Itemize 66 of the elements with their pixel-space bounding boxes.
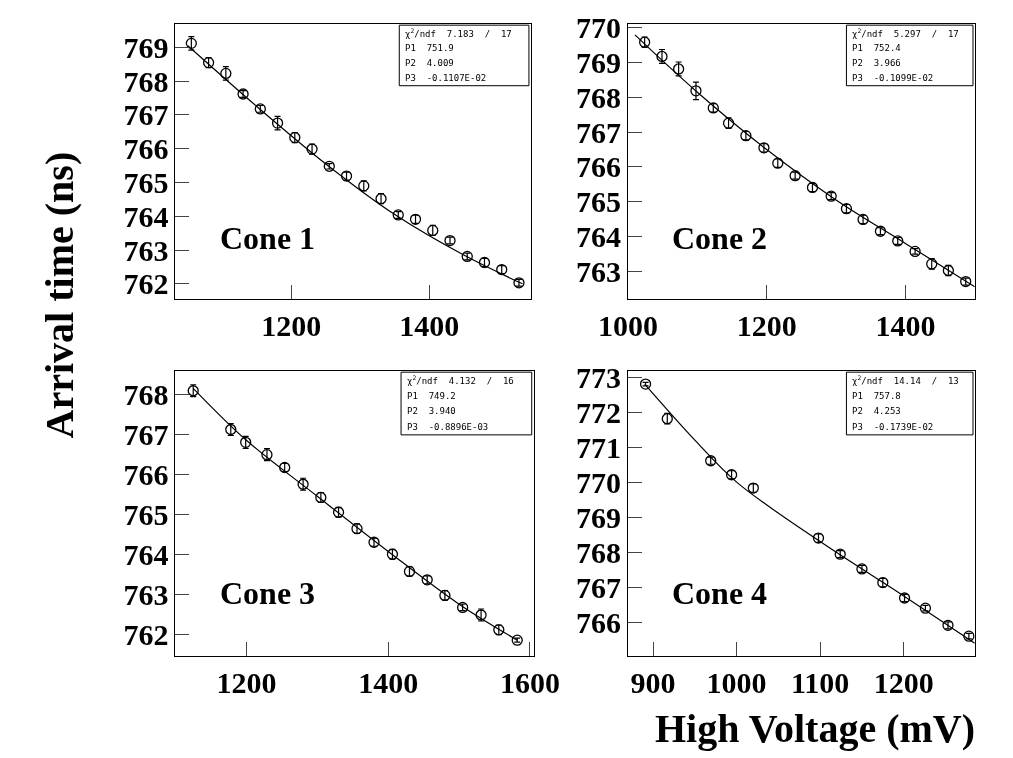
- y-tick-label: 766: [576, 605, 622, 639]
- y-tick-label: 769: [576, 46, 622, 80]
- y-tick-label: 767: [576, 115, 622, 149]
- y-tick-label: 765: [123, 165, 169, 199]
- x-tick-label: 1200: [736, 308, 797, 342]
- y-tick-label: 767: [123, 417, 169, 451]
- x-axis-title: High Voltage (mV): [655, 706, 975, 751]
- x-tick-label: 1400: [875, 308, 936, 342]
- annotation: P1 749.2: [407, 391, 456, 401]
- y-tick-label: 762: [123, 617, 169, 651]
- y-tick-label: 770: [576, 11, 622, 45]
- y-tick-label: 769: [576, 500, 622, 534]
- y-tick-label: 762: [123, 267, 169, 301]
- y-tick-label: 768: [123, 64, 169, 98]
- x-tick-label: 1200: [216, 665, 277, 699]
- y-tick-label: 768: [576, 80, 622, 114]
- y-tick-label: 763: [576, 254, 622, 288]
- annotation: χ$^{2}$/ndf 14.14 / 13: [852, 374, 959, 386]
- y-tick-label: 765: [123, 497, 169, 531]
- y-tick-label: 766: [576, 150, 622, 184]
- x-tick-label: 1600: [499, 665, 560, 699]
- y-tick-label: 770: [576, 465, 622, 499]
- y-tick-label: 767: [123, 98, 169, 132]
- y-tick-label: 766: [123, 457, 169, 491]
- annotation: χ$^{2}$/ndf 7.183 / 17: [405, 27, 512, 39]
- annotation: P1 751.9: [405, 43, 454, 53]
- y-tick-label: 771: [576, 430, 622, 464]
- annotation: Cone 2: [672, 220, 768, 256]
- y-tick-label: 772: [576, 395, 622, 429]
- x-tick-label: 1400: [358, 665, 419, 699]
- y-tick-label: 766: [123, 132, 169, 166]
- x-tick-label: 1000: [598, 308, 659, 342]
- annotation: χ$^{2}$/ndf 5.297 / 17: [852, 27, 959, 39]
- y-axis-title: Arrival time (ns): [37, 151, 83, 439]
- x-tick-label: 1000: [706, 665, 767, 699]
- x-tick-label: 1400: [399, 308, 460, 342]
- y-tick-label: 764: [123, 199, 169, 233]
- annotation: P2 3.966: [852, 58, 901, 68]
- annotation: P3 -0.8896E-03: [407, 422, 489, 432]
- annotation: Cone 1: [220, 220, 316, 256]
- y-tick-label: 768: [123, 377, 169, 411]
- y-tick-label: 765: [576, 185, 622, 219]
- x-tick-label: 1200: [261, 308, 322, 342]
- y-tick-label: 767: [576, 570, 622, 604]
- annotation: Cone 3: [220, 575, 316, 611]
- annotation: P3 -0.1107E-02: [405, 73, 487, 83]
- y-tick-label: 764: [576, 219, 622, 253]
- x-tick-label: 900: [630, 665, 676, 699]
- y-tick-label: 769: [123, 30, 169, 64]
- x-tick-label: 1100: [790, 665, 850, 699]
- point: [690, 85, 702, 97]
- y-tick-label: 773: [576, 360, 622, 394]
- annotation: P2 3.940: [407, 406, 456, 416]
- y-tick-label: 763: [123, 233, 169, 267]
- x-tick-label: 1200: [873, 665, 934, 699]
- y-tick-label: 764: [123, 537, 169, 571]
- annotation: P2 4.009: [405, 58, 454, 68]
- y-tick-label: 763: [123, 577, 169, 611]
- annotation: P2 4.253: [852, 406, 901, 416]
- annotation: P1 757.8: [852, 391, 901, 401]
- annotation: P3 -0.1739E-02: [852, 422, 934, 432]
- annotation: Cone 4: [672, 575, 768, 611]
- annotation: P1 752.4: [852, 43, 901, 53]
- y-tick-label: 768: [576, 535, 622, 569]
- annotation: χ$^{2}$/ndf 4.132 / 16: [407, 374, 514, 386]
- annotation: P3 -0.1099E-02: [852, 73, 934, 83]
